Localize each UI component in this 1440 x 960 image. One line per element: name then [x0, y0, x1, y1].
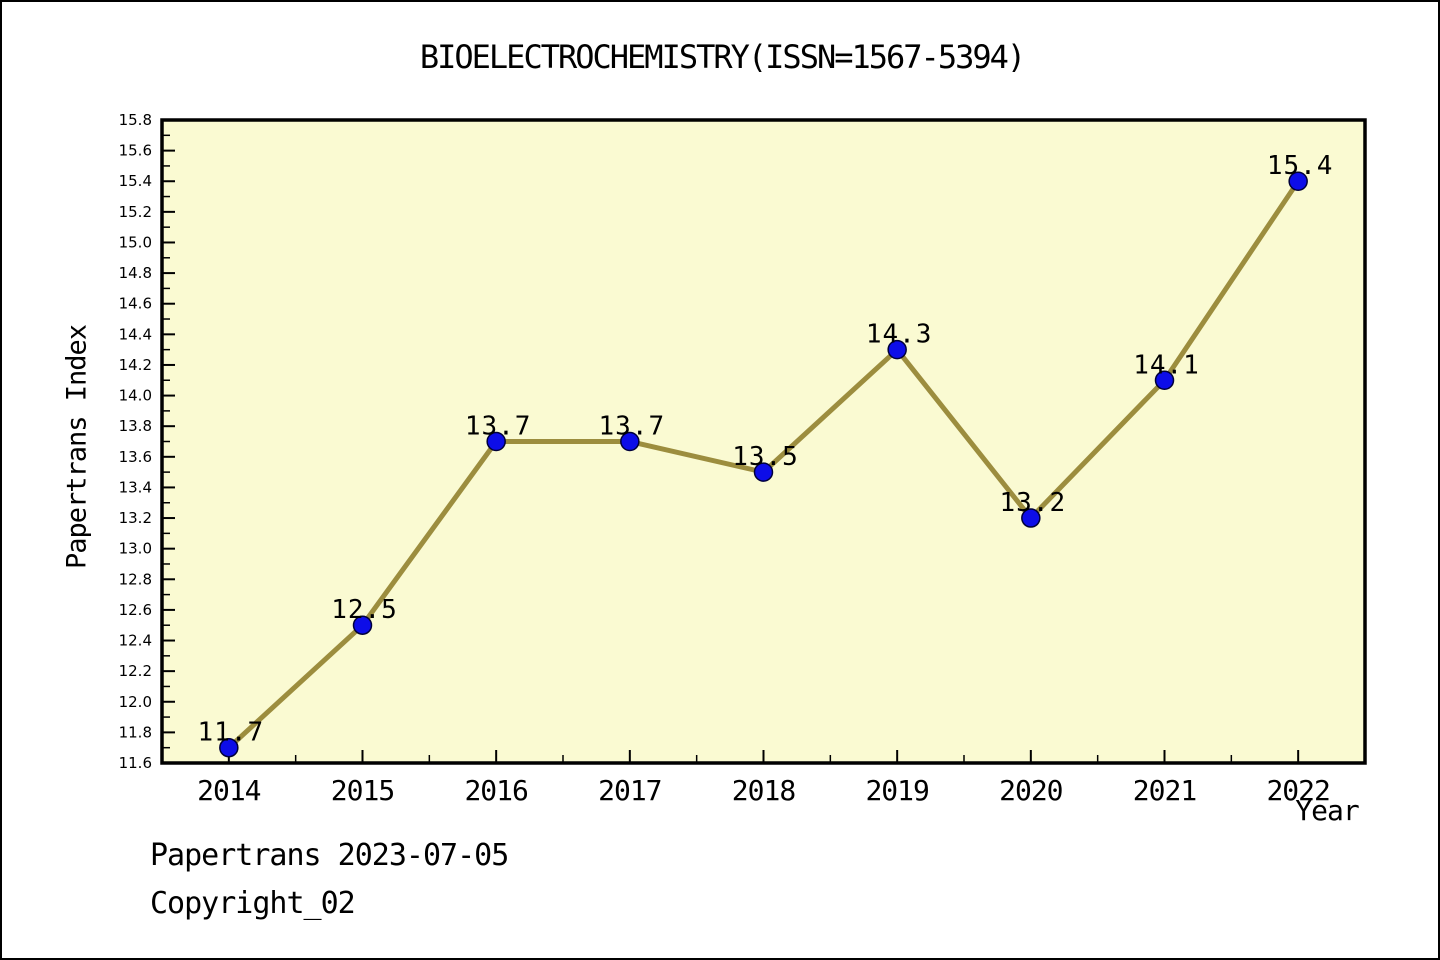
data-point-marker: [352, 615, 373, 635]
data-point-marker: [620, 431, 640, 452]
data-point-marker: [887, 339, 907, 360]
data-point-label: 13.5: [732, 442, 799, 472]
chart-title: BIOELECTROCHEMISTRY(ISSN=1567-5394): [419, 38, 1026, 76]
y-tick-label: 13.4: [119, 478, 152, 496]
plot-frame: [160, 118, 1367, 765]
y-tick-label: 13.2: [119, 509, 152, 527]
x-tick-label: 2015: [331, 774, 394, 807]
data-point-marker: [219, 737, 239, 758]
y-tick-label: 15.2: [119, 203, 152, 221]
data-point-label: 13.2: [1000, 488, 1067, 518]
y-tick-label: 14.8: [119, 264, 152, 282]
data-point-marker: [1021, 508, 1041, 528]
y-tick-label: 14.6: [119, 295, 152, 313]
y-tick-label: 11.8: [119, 723, 152, 741]
y-tick-label: 13.8: [119, 417, 152, 435]
y-tick-label: 15.8: [119, 111, 152, 129]
y-tick-label: 12.4: [119, 632, 152, 650]
y-tick-label: 12.0: [119, 693, 152, 711]
y-tick-label: 12.8: [119, 570, 152, 588]
y-tick-label: 12.6: [119, 601, 152, 619]
data-point-marker: [486, 431, 506, 452]
data-point-label: 11.7: [198, 718, 265, 748]
x-tick-label: 2017: [598, 774, 661, 807]
y-tick-label: 14.0: [119, 387, 152, 405]
data-point-label: 15.4: [1267, 151, 1334, 181]
y-tick-label: 15.4: [119, 172, 152, 190]
x-tick-label: 2016: [464, 774, 528, 807]
x-tick-label: 2022: [1266, 774, 1329, 807]
plot-background: [162, 120, 1365, 763]
data-point-marker: [1288, 171, 1308, 191]
data-point-label: 14.1: [1133, 350, 1200, 380]
x-tick-label: 2014: [197, 774, 261, 807]
y-tick-label: 15.6: [119, 142, 152, 160]
y-tick-label: 14.4: [119, 325, 152, 343]
y-tick-label: 14.2: [119, 356, 152, 374]
data-point-label: 12.5: [331, 595, 398, 625]
x-axis-label: Year: [1295, 794, 1359, 827]
footer-date-text: Papertrans 2023-07-05: [150, 838, 509, 873]
x-tick-label: 2021: [1133, 774, 1196, 807]
x-tick-label: 2020: [999, 774, 1063, 807]
data-point-marker: [753, 462, 774, 482]
y-tick-label: 15.0: [119, 233, 152, 251]
y-tick-label: 13.0: [119, 540, 152, 558]
data-point-label: 13.7: [465, 412, 532, 442]
x-tick-label: 2019: [865, 774, 928, 807]
data-point-label: 13.7: [599, 412, 666, 442]
x-tick-label: 2018: [732, 774, 796, 807]
y-tick-label: 12.2: [119, 662, 152, 680]
y-tick-label: 13.6: [119, 448, 152, 466]
y-tick-label: 11.6: [119, 754, 152, 772]
footer-copyright-text: Copyright_02: [150, 886, 356, 921]
data-point-label: 14.3: [866, 320, 933, 350]
data-point-marker: [1154, 370, 1175, 391]
